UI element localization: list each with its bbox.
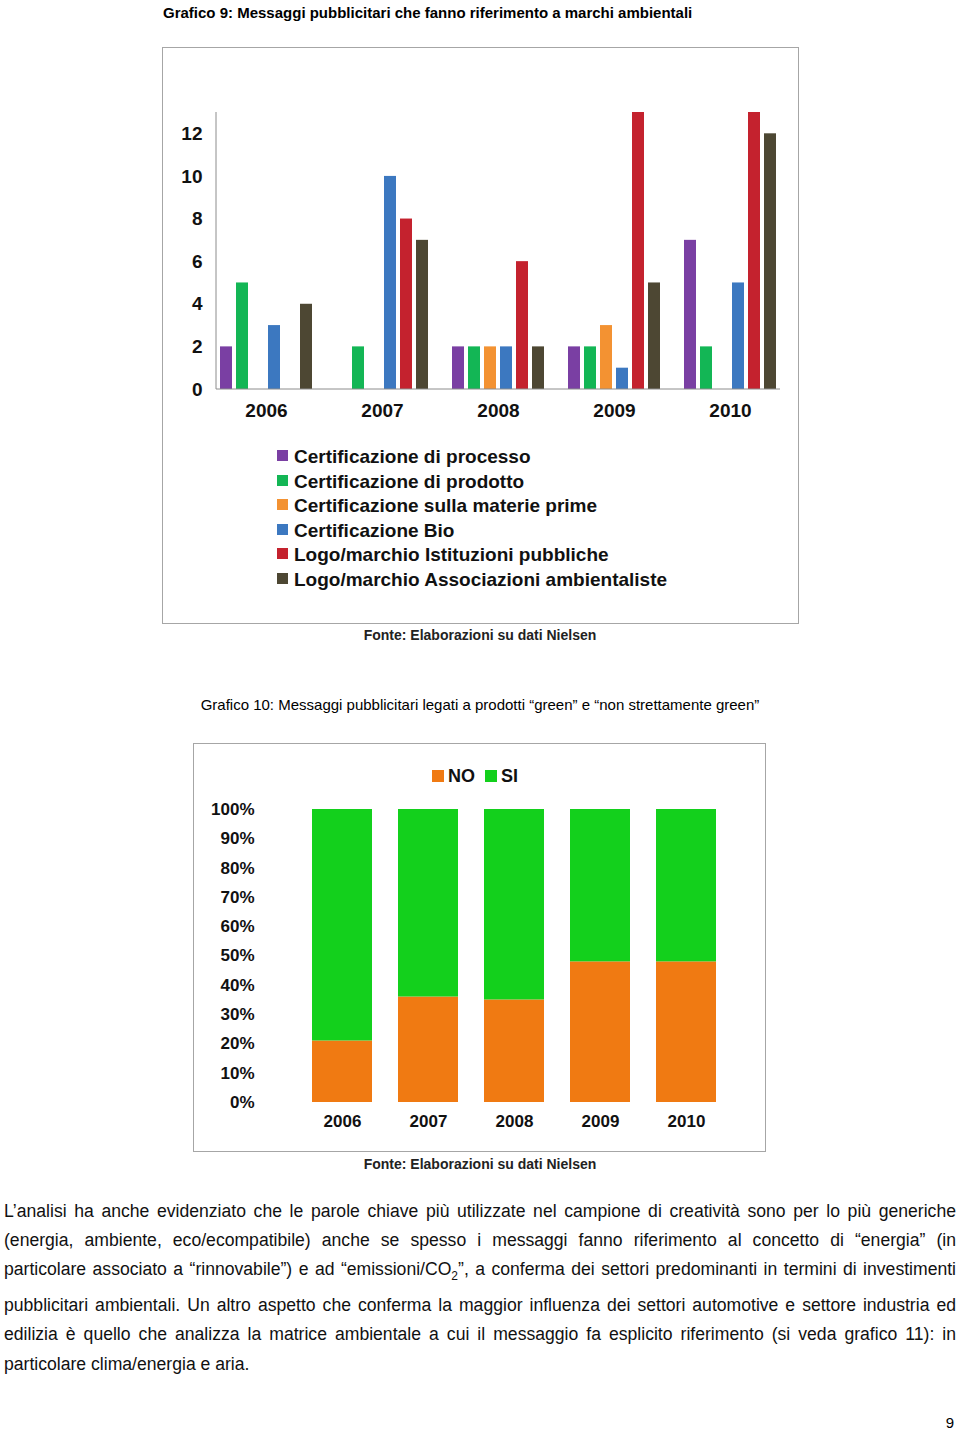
svg-text:40%: 40% bbox=[220, 976, 254, 995]
html-text:Certificazione sulla materie p: Certificazione sulla materie prime bbox=[294, 495, 598, 517]
html-text:Logo/marchio Istituzioni pubbl: Logo/marchio Istituzioni pubbliche bbox=[294, 544, 609, 566]
svg-text:2010: 2010 bbox=[709, 400, 751, 421]
svg-text:2006: 2006 bbox=[245, 400, 287, 421]
svg-text:12: 12 bbox=[181, 123, 202, 144]
svg-text:10: 10 bbox=[181, 166, 202, 187]
svg-text:50%: 50% bbox=[220, 946, 254, 965]
html-text:NO: NO bbox=[448, 766, 475, 786]
html-text:Grafico 9: Messaggi pubblicita: Grafico 9: Messaggi pubblicitari che fan… bbox=[163, 4, 693, 21]
svg-text:2007: 2007 bbox=[361, 400, 403, 421]
svg-text:6: 6 bbox=[192, 251, 203, 272]
html-text:L’analisi ha anche evidenziato: L’analisi ha anche evidenziato che le pa… bbox=[4, 1201, 956, 1374]
svg-text:90%: 90% bbox=[220, 829, 254, 848]
html-text:Certificazione Bio: Certificazione Bio bbox=[294, 519, 455, 541]
svg-text:10%: 10% bbox=[220, 1064, 254, 1083]
svg-text:100%: 100% bbox=[211, 800, 254, 819]
svg-text:2006: 2006 bbox=[324, 1112, 362, 1131]
svg-text:8: 8 bbox=[192, 208, 203, 229]
html-text:SI: SI bbox=[501, 766, 518, 786]
html-text:Grafico 10: Messaggi pubblicit: Grafico 10: Messaggi pubblicitari legati… bbox=[200, 696, 760, 713]
svg-text:80%: 80% bbox=[220, 859, 254, 878]
html-text:Fonte: Elaborazioni su dati Ni: Fonte: Elaborazioni su dati Nielsen bbox=[363, 1156, 597, 1172]
svg-text:4: 4 bbox=[192, 293, 203, 314]
html-text:9: 9 bbox=[945, 1414, 954, 1431]
html-text:Certificazione di processo: Certificazione di processo bbox=[294, 446, 531, 467]
svg-text:2010: 2010 bbox=[668, 1112, 706, 1131]
html-text:Certificazione di prodotto: Certificazione di prodotto bbox=[294, 470, 525, 492]
svg-text:2008: 2008 bbox=[477, 400, 519, 421]
svg-text:20%: 20% bbox=[220, 1034, 254, 1053]
svg-text:60%: 60% bbox=[220, 917, 254, 936]
svg-text:2009: 2009 bbox=[593, 400, 635, 421]
svg-text:2009: 2009 bbox=[582, 1112, 620, 1131]
svg-text:30%: 30% bbox=[220, 1005, 254, 1024]
svg-text:2: 2 bbox=[192, 336, 203, 357]
html-text:Logo/marchio Associazioni ambi: Logo/marchio Associazioni ambientaliste bbox=[294, 569, 667, 590]
svg-text:0%: 0% bbox=[230, 1093, 255, 1112]
svg-text:70%: 70% bbox=[220, 888, 254, 907]
svg-text:0: 0 bbox=[192, 379, 203, 400]
svg-text:2007: 2007 bbox=[410, 1112, 448, 1131]
svg-text:2008: 2008 bbox=[496, 1112, 534, 1131]
html-text:Fonte: Elaborazioni su dati Ni: Fonte: Elaborazioni su dati Nielsen bbox=[363, 627, 597, 643]
